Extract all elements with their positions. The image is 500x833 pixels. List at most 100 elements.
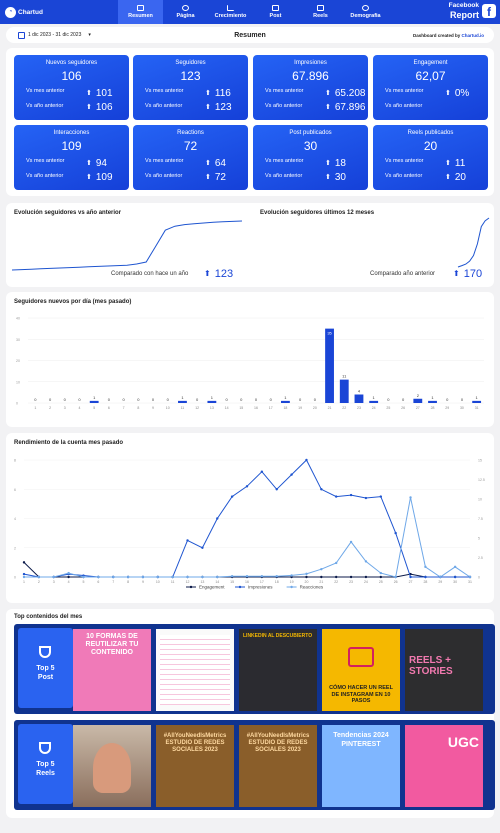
reel-thumbnail[interactable]: UGC <box>405 725 483 807</box>
y-tick-label: 0 <box>16 402 18 406</box>
y-left-tick-label: 8 <box>14 459 16 463</box>
series-point <box>260 470 264 473</box>
series-point <box>186 539 189 542</box>
bar <box>178 400 187 403</box>
kpi-card: Impresiones 67.896 Vs mes anterior 65.20… <box>253 55 368 120</box>
kpi-year-value: 72 <box>205 172 226 184</box>
series-point <box>409 575 412 579</box>
bar-value-label: 0 <box>270 397 273 402</box>
top-posts-row: Top 5 Post 10 FORMAS DE REUTILIZAR TU CON… <box>14 624 495 714</box>
thumb-text: CÓMO HACER UN REEL DE INSTAGRAM EN 10 PA… <box>329 685 393 704</box>
y-right-tick-label: 7.5 <box>478 517 483 521</box>
x-tick-label: 31 <box>475 406 479 410</box>
post-thumbnail[interactable] <box>156 629 234 711</box>
x-tick-label: 7 <box>123 406 125 410</box>
series-point <box>320 575 323 579</box>
label-line1: Top 5 <box>36 761 55 768</box>
x-tick-label: 18 <box>275 580 279 584</box>
x-tick-label: 20 <box>313 406 317 410</box>
kpi-title: Post publicados <box>289 130 332 136</box>
reel-thumbnail[interactable]: Tendencias 2024 PINTEREST <box>322 725 400 807</box>
series-line-reacciones <box>24 497 471 578</box>
series-point <box>186 575 189 579</box>
legend-label: Impresiones <box>248 585 273 590</box>
video-icon <box>348 647 374 667</box>
top-reels-label: Top 5 Reels <box>18 724 73 804</box>
evolution-charts <box>11 217 490 271</box>
reel-thumbnail[interactable]: #AllYouNeedIsMetrics ESTUDIO DE REDES SO… <box>239 725 317 807</box>
x-tick-label: 11 <box>181 406 185 410</box>
series-point <box>260 575 264 578</box>
kpi-title: Interacciones <box>53 130 90 136</box>
reel-thumbnail[interactable]: #AllYouNeedIsMetrics ESTUDIO DE REDES SO… <box>156 725 234 807</box>
tab-post[interactable]: Post <box>253 0 298 24</box>
thumb-text: REELS + STORIES <box>409 655 453 677</box>
tab-label: Post <box>269 13 282 19</box>
tab-crecimiento[interactable]: Crecimiento <box>208 0 253 24</box>
left-compare-value: 123 <box>204 268 233 280</box>
kpi-year-label: Vs año anterior <box>265 103 303 109</box>
x-tick-label: 27 <box>416 406 420 410</box>
x-tick-label: 2 <box>49 406 51 410</box>
bar-value-label: 4 <box>358 389 361 394</box>
x-tick-label: 30 <box>453 580 457 584</box>
bar-value-label: 0 <box>167 397 170 402</box>
series-point <box>364 496 368 500</box>
x-tick-label: 29 <box>438 580 442 584</box>
series-point <box>439 575 442 579</box>
kpi-title: Impresiones <box>294 60 327 66</box>
date-range-text: 1 dic 2023 - 31 dic 2023 <box>28 32 82 38</box>
bar-value-label: 0 <box>64 397 67 402</box>
top-content-panel: Top contenidos del mes Top 5 Post 10 FORM… <box>6 609 495 818</box>
series-point <box>245 485 249 488</box>
dropdown-arrow-icon: ▾ <box>88 32 91 38</box>
y-left-tick-label: 0 <box>14 576 16 580</box>
bar-value-label: 11 <box>342 374 347 379</box>
thumb-text: Tendencias 2024 PINTEREST <box>333 732 389 748</box>
post-thumbnail[interactable]: CÓMO HACER UN REEL DE INSTAGRAM EN 10 PA… <box>322 629 400 711</box>
y-tick-label: 40 <box>16 317 20 321</box>
app-logo[interactable]: ◔ Chartud <box>0 6 118 18</box>
label-line2: Reels <box>36 770 55 777</box>
post-thumbnail[interactable]: 10 FORMAS DE REUTILIZAR TU CONTENIDO <box>73 629 151 711</box>
series-point <box>305 572 308 576</box>
post-thumbnail[interactable]: LINKEDIN AL DESCUBIERTO <box>239 629 317 711</box>
series-point <box>453 565 457 569</box>
home-icon <box>137 5 144 11</box>
bar <box>369 400 379 403</box>
x-tick-label: 27 <box>409 580 413 584</box>
tab-pagina[interactable]: Página <box>163 0 208 24</box>
kpi-title: Engagement <box>413 60 448 66</box>
tab-label: Demografia <box>350 13 381 19</box>
y-tick-label: 10 <box>16 380 20 384</box>
post-thumbnail[interactable]: REELS + STORIES <box>405 629 483 711</box>
kpi-month-value: 65.208 <box>325 88 366 100</box>
thumb-text: UGC <box>447 734 479 750</box>
y-right-tick-label: 5 <box>478 537 480 541</box>
y-tick-label: 30 <box>16 338 20 342</box>
bar <box>339 379 349 403</box>
series-point <box>320 568 323 571</box>
series-point <box>349 540 353 544</box>
perf-title: Rendimiento de la cuenta mes pasado <box>14 440 124 446</box>
reel-thumbnail[interactable] <box>73 725 151 807</box>
series-point <box>364 560 368 563</box>
right-compare-value: 170 <box>453 268 482 280</box>
series-line-engagement <box>23 562 470 578</box>
x-tick-label: 1 <box>23 580 25 584</box>
y-right-tick-label: 12.5 <box>478 478 485 482</box>
evolution-right-title: Evolución seguidores últimos 12 meses <box>260 210 375 216</box>
bar-value-label: 1 <box>181 395 184 400</box>
tab-reels[interactable]: Reels <box>298 0 343 24</box>
x-tick-label: 10 <box>156 580 160 584</box>
bar <box>413 398 423 403</box>
series-point <box>424 565 427 569</box>
date-range-picker[interactable]: 1 dic 2023 - 31 dic 2023 ▾ <box>6 31 156 39</box>
report-badge: Facebook Report f <box>449 2 496 20</box>
right-compare-label: Comparado año anterior <box>370 271 436 277</box>
credit-link[interactable]: Chartud.io <box>461 32 485 38</box>
kpi-year-value: 20 <box>445 172 466 184</box>
tab-resumen[interactable]: Resumen <box>118 0 163 24</box>
bar <box>207 400 217 403</box>
tab-demografia[interactable]: Demografia <box>343 0 388 24</box>
